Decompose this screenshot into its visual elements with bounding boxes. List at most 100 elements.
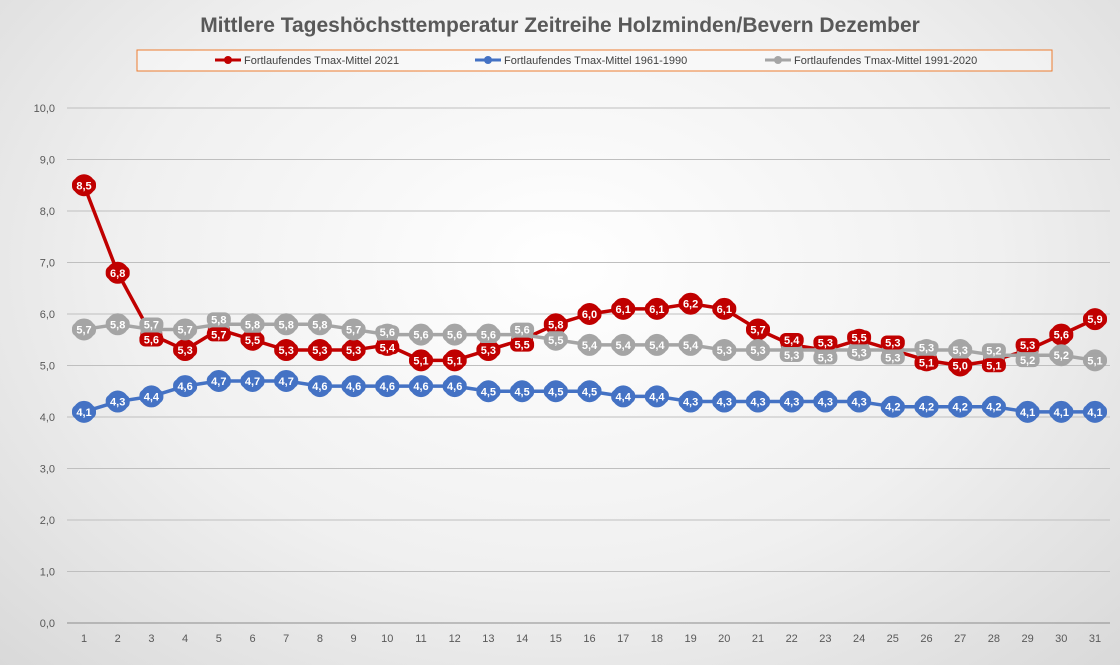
data-label-1: 4,6 (173, 379, 198, 394)
data-label-background (779, 332, 804, 347)
data-label-background (644, 337, 669, 352)
data-label-0: 5,4 (779, 332, 804, 347)
data-label-background (1083, 312, 1107, 327)
data-label: 5,4 (582, 340, 598, 352)
data-label-0: 5,7 (746, 322, 770, 337)
data-label-0: 5,3 (476, 343, 501, 358)
data-label-background (1015, 338, 1040, 353)
data-label-2: 5,3 (880, 350, 905, 365)
data-label-background (206, 312, 231, 327)
data-label-2: 5,8 (105, 317, 130, 332)
data-label-background (914, 399, 939, 414)
data-label-1: 4,3 (712, 394, 737, 409)
data-label-background (577, 337, 602, 352)
data-label: 5,7 (177, 324, 192, 336)
data-label-2: 5,6 (510, 322, 535, 337)
data-label: 4,1 (1087, 407, 1102, 419)
data-label: 6,1 (649, 304, 664, 316)
data-label: 5,3 (885, 353, 900, 365)
data-label: 5,3 (750, 345, 765, 357)
data-label-0: 5,3 (307, 343, 332, 358)
data-label: 5,3 (279, 345, 294, 357)
data-label: 5,7 (346, 324, 361, 336)
data-label-1: 4,2 (948, 399, 973, 414)
data-label: 4,3 (851, 397, 866, 409)
x-tick-label: 11 (415, 633, 426, 645)
data-label: 4,2 (885, 402, 900, 414)
data-label-background (847, 330, 872, 345)
data-label-0: 6,1 (644, 301, 669, 316)
data-label-background (779, 347, 804, 362)
data-label: 5,5 (245, 335, 260, 347)
data-label: 5,3 (919, 343, 934, 355)
data-label-background (173, 343, 198, 358)
data-label-2: 5,2 (1049, 348, 1074, 363)
data-label: 4,2 (986, 402, 1001, 414)
data-label-2: 5,2 (981, 343, 1006, 358)
data-label: 5,5 (548, 335, 563, 347)
data-label: 4,5 (582, 386, 597, 398)
data-label-1: 4,6 (375, 379, 400, 394)
legend-item: Fortlaufendes Tmax-Mittel 2021 (215, 55, 399, 67)
data-label-2: 5,8 (240, 317, 265, 332)
data-label-background (341, 343, 366, 358)
data-label-background (880, 335, 905, 350)
data-label-1: 4,4 (139, 389, 164, 404)
data-label-0: 5,1 (981, 358, 1006, 373)
data-label: 5,3 (481, 345, 496, 357)
data-label-background (880, 350, 905, 365)
data-label-background (307, 379, 332, 394)
data-label-background (72, 404, 96, 419)
data-label: 5,3 (1020, 340, 1035, 352)
data-label: 4,3 (750, 397, 765, 409)
data-label-background (611, 389, 636, 404)
data-label: 5,3 (346, 345, 361, 357)
data-label-0: 5,5 (240, 332, 265, 347)
data-label-1: 4,2 (914, 399, 939, 414)
data-label: 5,4 (616, 340, 632, 352)
data-label-0: 5,3 (341, 343, 366, 358)
data-label-background (712, 301, 737, 316)
data-label-2: 5,5 (543, 332, 568, 347)
x-tick-label: 2 (115, 633, 121, 645)
y-tick-label: 0,0 (40, 618, 55, 630)
data-label-background (139, 389, 164, 404)
data-label: 5,7 (750, 324, 765, 336)
data-label: 4,4 (144, 391, 160, 403)
data-label-background (139, 332, 164, 347)
data-label: 4,3 (683, 397, 698, 409)
data-label-1: 4,3 (105, 394, 130, 409)
data-label-1: 4,4 (644, 389, 669, 404)
data-label-2: 5,7 (139, 317, 164, 332)
data-label-background (779, 394, 804, 409)
data-label: 5,3 (885, 338, 900, 350)
y-tick-label: 7,0 (40, 258, 55, 270)
legend-marker (774, 56, 782, 64)
y-tick-label: 3,0 (40, 464, 55, 476)
data-label-background (678, 394, 703, 409)
data-label-background (173, 322, 198, 337)
data-label: 4,3 (717, 397, 732, 409)
data-label: 5,8 (110, 319, 125, 331)
x-tick-label: 24 (853, 633, 865, 645)
data-label: 4,1 (76, 407, 91, 419)
data-label: 5,3 (784, 350, 799, 362)
data-label-background (240, 373, 265, 388)
data-label: 5,4 (683, 340, 699, 352)
data-label: 5,6 (514, 325, 529, 337)
data-label: 5,7 (76, 324, 91, 336)
x-tick-label: 9 (351, 633, 357, 645)
data-label: 4,3 (784, 397, 799, 409)
data-label: 4,5 (514, 386, 529, 398)
chart-title: Mittlere Tageshöchsttemperatur Zeitreihe… (200, 14, 920, 37)
data-label-2: 5,4 (678, 337, 703, 352)
data-label-background (543, 332, 568, 347)
data-label-background (678, 337, 703, 352)
data-label-background (712, 343, 737, 358)
x-tick-label: 31 (1089, 633, 1101, 645)
data-label-0: 8,5 (72, 178, 96, 193)
x-tick-label: 10 (381, 633, 393, 645)
x-tick-label: 4 (182, 633, 188, 645)
data-label-background (678, 296, 703, 311)
